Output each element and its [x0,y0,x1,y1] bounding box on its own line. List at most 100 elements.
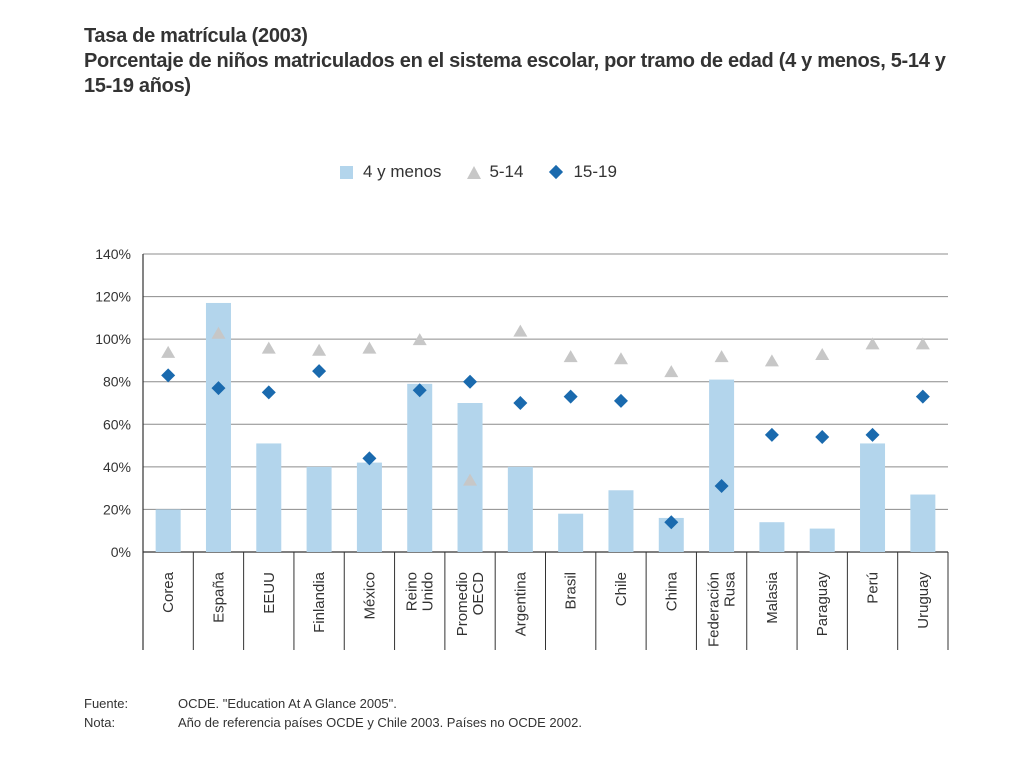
bar [306,466,332,552]
footer: Fuente: OCDE. "Education At A Glance 200… [84,694,582,732]
triangle-point [261,341,276,354]
chart-subtitle-line-2: 15-19 años) [84,75,191,97]
y-tick-label: 120% [95,289,131,305]
title-block: Tasa de matrícula (2003) Porcentaje de n… [84,24,964,99]
triangle-point [362,341,377,354]
bar [205,302,231,552]
triangle-point [211,326,226,339]
triangle-point [815,348,830,361]
diamond-point [664,515,679,530]
y-tick-label: 100% [95,331,131,347]
x-tick-label: México [361,572,378,620]
triangle-point [563,350,578,363]
footer-source-text: OCDE. "Education At A Glance 2005". [178,696,397,711]
diamond-point [563,389,578,404]
x-tick-label-group: México [361,572,378,620]
x-tick-label: China [663,571,680,611]
bar [608,490,634,552]
footer-note-label: Nota: [84,715,116,730]
x-tick-label: España [210,571,227,623]
x-tick-label-group: Federación Rusa [706,571,739,647]
footer-note-text: Año de referencia países OCDE y Chile 20… [178,715,582,730]
x-tick-label-group: Reino Unido [404,572,437,611]
diamond-point [513,396,528,410]
bar [860,443,886,552]
diamond-point [764,427,779,442]
legend-item-15-19: 15-19 [549,162,617,182]
y-tick-label: 0% [111,544,131,560]
x-tick-label: Corea [160,571,177,613]
x-tick-label: EEUU [261,572,278,614]
bar [910,494,936,552]
legend-label-5-14: 5-14 [489,162,524,181]
bar [809,528,835,552]
y-tick-label: 60% [103,416,131,432]
chart-title: Tasa de matrícula (2003) [84,25,308,47]
x-tick-label-group: Brasil [563,572,580,610]
bar [558,513,584,552]
x-tick-label: Federación [706,572,723,647]
x-tick-label: Brasil [563,572,580,610]
legend-item-4-y-menos: 4 y menos [340,162,441,182]
triangle-point [714,350,729,363]
x-tick-label-group: Finlandia [311,571,328,633]
x-tick-label: Rusa [722,571,739,607]
x-tick-label: Promedio [454,572,471,636]
legend-label-15-19: 15-19 [573,162,617,181]
diamond-point [312,364,327,379]
diamond-point [261,385,276,400]
y-tick-label: 80% [103,374,131,390]
diamond-point [915,389,930,404]
triangle-point [764,354,779,367]
x-tick-label-group: China [663,571,680,611]
x-tick-label-group: Promedio OECD [454,572,487,636]
x-tick-label: OECD [470,572,487,616]
triangle-point [312,343,327,356]
x-tick-label-group: España [210,571,227,623]
x-tick-label-group: Uruguay [915,572,932,629]
triangle-point [513,324,528,337]
x-tick-label: Perú [865,572,882,604]
chart-subtitle-line-1: Porcentaje de niños matriculados en el s… [84,50,946,72]
x-tick-label-group: Chile [613,572,630,606]
diamond-point [714,479,729,494]
diamond-point [161,368,176,383]
x-tick-label: Malasia [764,571,781,623]
triangle-point [412,333,427,346]
x-tick-label-group: Paraguay [814,572,831,637]
x-tick-label-group: Corea [160,571,177,613]
legend-bar-swatch [340,165,353,179]
diamond-point [865,427,880,442]
triangle-point [613,352,628,365]
footer-note-row: Nota: Año de referencia países OCDE y Ch… [84,713,582,732]
x-tick-label-group: Argentina [512,571,529,636]
diamond-point [211,381,226,396]
bar [507,466,533,552]
footer-source-label: Fuente: [84,696,129,711]
diamond-point [463,374,478,389]
x-tick-label: Reino [404,572,421,611]
diamond-point [412,383,427,398]
bar [759,522,785,552]
diamond-point [613,393,628,408]
diamond-point [362,451,377,466]
x-tick-label: Unido [420,572,437,611]
triangle-point [865,337,880,350]
x-tick-label: Finlandia [311,571,328,633]
bar [407,383,433,552]
x-tick-label-group: Malasia [764,571,781,623]
triangle-point [664,365,679,378]
x-tick-label: Chile [613,572,630,606]
legend-triangle-swatch [467,165,482,179]
x-tick-label: Argentina [512,571,529,636]
footer-source-row: Fuente: OCDE. "Education At A Glance 200… [84,694,582,713]
bar [709,379,735,552]
x-tick-label: Uruguay [915,572,932,629]
bar [256,443,282,552]
y-tick-label: 20% [103,501,131,517]
y-tick-label: 140% [95,246,131,262]
legend-item-5-14: 5-14 [467,162,523,182]
legend-label-4-y-menos: 4 y menos [363,162,442,181]
bar [155,509,181,552]
legend: 4 y menos 5-14 15-19 [340,158,643,186]
